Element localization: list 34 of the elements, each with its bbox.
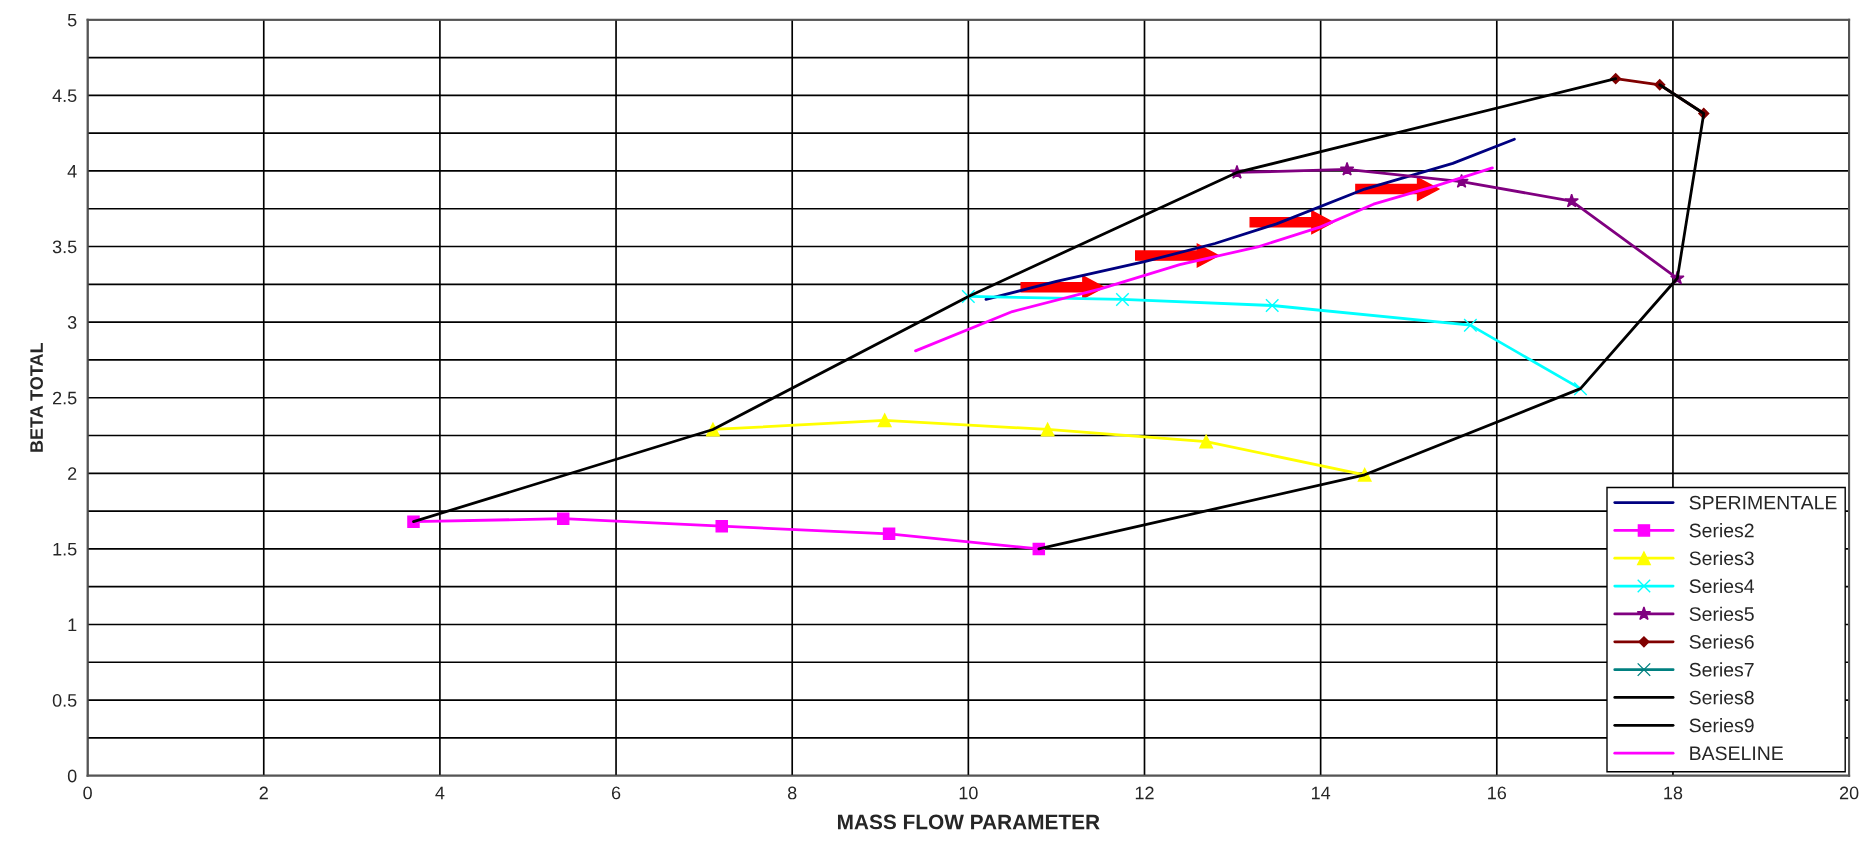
- legend-label: BASELINE: [1690, 746, 1783, 761]
- legend-label: Series3: [1689, 550, 1754, 566]
- y-tick-label: 2.5: [53, 391, 77, 405]
- y-tick-label: 1.5: [53, 543, 77, 556]
- x-tick-label: 20: [1839, 786, 1859, 800]
- legend-label: SPERIMENTALE: [1689, 495, 1837, 510]
- y-tick-label: 0: [67, 769, 77, 783]
- y-tick-label: 3.5: [52, 240, 77, 254]
- x-tick-label: 10: [959, 786, 978, 800]
- x-tick-label: 6: [611, 786, 621, 800]
- x-axis-title: MASS FLOW PARAMETER: [837, 814, 1100, 830]
- y-tick-label: 4: [67, 165, 77, 178]
- legend-label: Series2: [1689, 523, 1754, 538]
- legend-label: Series7: [1689, 662, 1754, 677]
- y-axis-title: BETA TOTAL: [30, 342, 43, 452]
- legend-label: Series4: [1689, 578, 1755, 594]
- y-tick-label: 2: [68, 467, 77, 480]
- x-tick-label: 8: [787, 786, 797, 800]
- x-tick-label: 16: [1488, 786, 1507, 800]
- legend-label: Series6: [1689, 634, 1754, 649]
- y-tick-label: 3: [67, 316, 77, 329]
- legend-label: Series8: [1689, 690, 1754, 705]
- x-tick-label: 12: [1135, 786, 1154, 800]
- y-tick-label: 4.5: [52, 89, 77, 103]
- x-tick-label: 0: [83, 786, 92, 800]
- x-tick-label: 2: [259, 786, 268, 800]
- legend-label: Series9: [1689, 718, 1754, 733]
- y-tick-label: 5: [67, 13, 77, 27]
- x-tick-label: 14: [1311, 786, 1331, 800]
- y-tick-label: 0.5: [52, 694, 77, 707]
- y-tick-label: 1: [68, 618, 77, 632]
- x-tick-label: 4: [435, 786, 445, 800]
- x-tick-label: 18: [1664, 786, 1683, 800]
- legend-label: Series5: [1689, 606, 1754, 621]
